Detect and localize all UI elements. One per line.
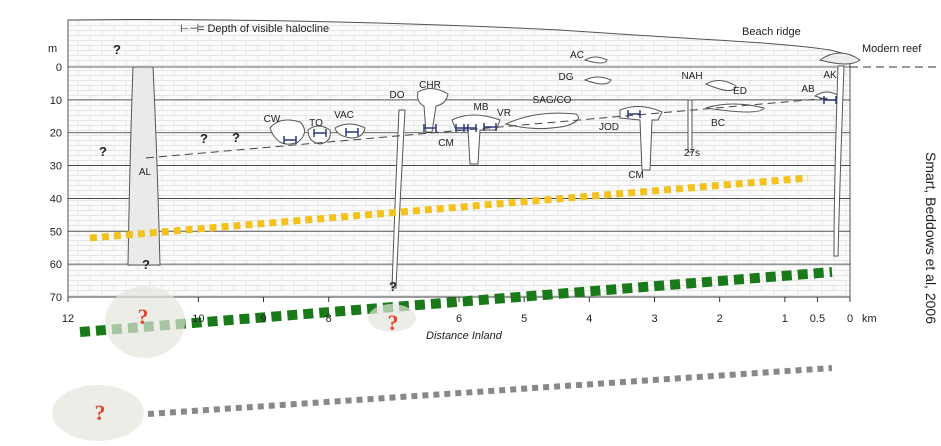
x-tick-label: 0.5 (810, 313, 825, 325)
x-tick-label: 8 (326, 313, 332, 325)
unknown-mark: ? (232, 130, 240, 145)
y-tick-label: 0 (56, 62, 62, 74)
cave-label: DO (390, 90, 405, 101)
diagram: ⊢⊣ = Depth of visible halocline Beach ri… (0, 0, 941, 441)
y-tick-label: 20 (50, 128, 62, 140)
x-tick-label: 3 (651, 313, 657, 325)
feature-label: Modern reef (862, 43, 922, 55)
cave-label: TO (309, 118, 323, 129)
feature-label: Beach ridge (742, 26, 801, 38)
cave-label: AC (570, 50, 584, 61)
x-tick-label: 2 (717, 313, 723, 325)
x-tick-label: 5 (521, 313, 527, 325)
cave-label: AL (139, 167, 152, 178)
unknown-mark: ? (113, 42, 121, 57)
cave-label: DG (559, 72, 574, 83)
x-tick-label: 6 (456, 313, 462, 325)
cave-label: NAH (681, 71, 702, 82)
cave-label: SAG/CO (533, 95, 572, 106)
x-tick-label: 9 (260, 313, 266, 325)
added-unknown-mark: ? (95, 400, 106, 425)
cave-label: MB (474, 102, 489, 113)
cave-label: CM (438, 138, 454, 149)
added-unknown-mark: ? (388, 310, 399, 335)
rock-section (68, 19, 850, 297)
cave-label: ED (733, 86, 747, 97)
axis-unit: km (862, 313, 877, 325)
unknown-mark: ? (389, 279, 397, 294)
cave-label: VR (497, 108, 511, 119)
cave-label: AB (801, 84, 815, 95)
unknown-mark: ? (200, 131, 208, 146)
gray-line (148, 368, 832, 414)
y-tick-label: 40 (50, 193, 62, 205)
y-tick-label: 60 (50, 259, 62, 271)
x-tick-label: 1 (782, 313, 788, 325)
cave-label: AK (823, 70, 837, 81)
axis-unit: m (48, 43, 57, 55)
cave-label: CW (264, 114, 281, 125)
unknown-mark: ? (142, 257, 150, 272)
legend-text: = Depth of visible halocline (198, 23, 329, 35)
cave-label: JOD (599, 122, 619, 133)
x-tick-label: 4 (586, 313, 592, 325)
added-unknown-mark: ? (138, 304, 149, 329)
cave-label: CM (628, 170, 644, 181)
x-tick-label: 10 (192, 313, 204, 325)
cave-label: VAC (334, 110, 354, 121)
y-tick-label: 10 (50, 95, 62, 107)
legend-symbol: ⊢⊣ (180, 23, 199, 35)
citation: Smart, Beddows et al, 2006 (923, 152, 939, 324)
cave-label: CHR (419, 80, 441, 91)
x-tick-label: 12 (62, 313, 74, 325)
y-tick-label: 30 (50, 161, 62, 173)
x-tick-label: 0 (847, 313, 853, 325)
axis-title: Distance Inland (426, 330, 503, 342)
y-tick-label: 50 (50, 226, 62, 238)
cave-label: 27s (684, 148, 700, 159)
unknown-mark: ? (99, 144, 107, 159)
cave-label: BC (711, 118, 725, 129)
y-tick-label: 70 (50, 292, 62, 304)
